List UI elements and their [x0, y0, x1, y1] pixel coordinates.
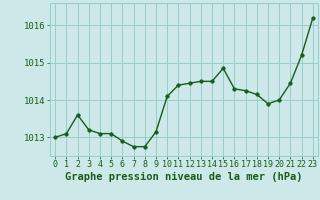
X-axis label: Graphe pression niveau de la mer (hPa): Graphe pression niveau de la mer (hPa) — [65, 172, 303, 182]
